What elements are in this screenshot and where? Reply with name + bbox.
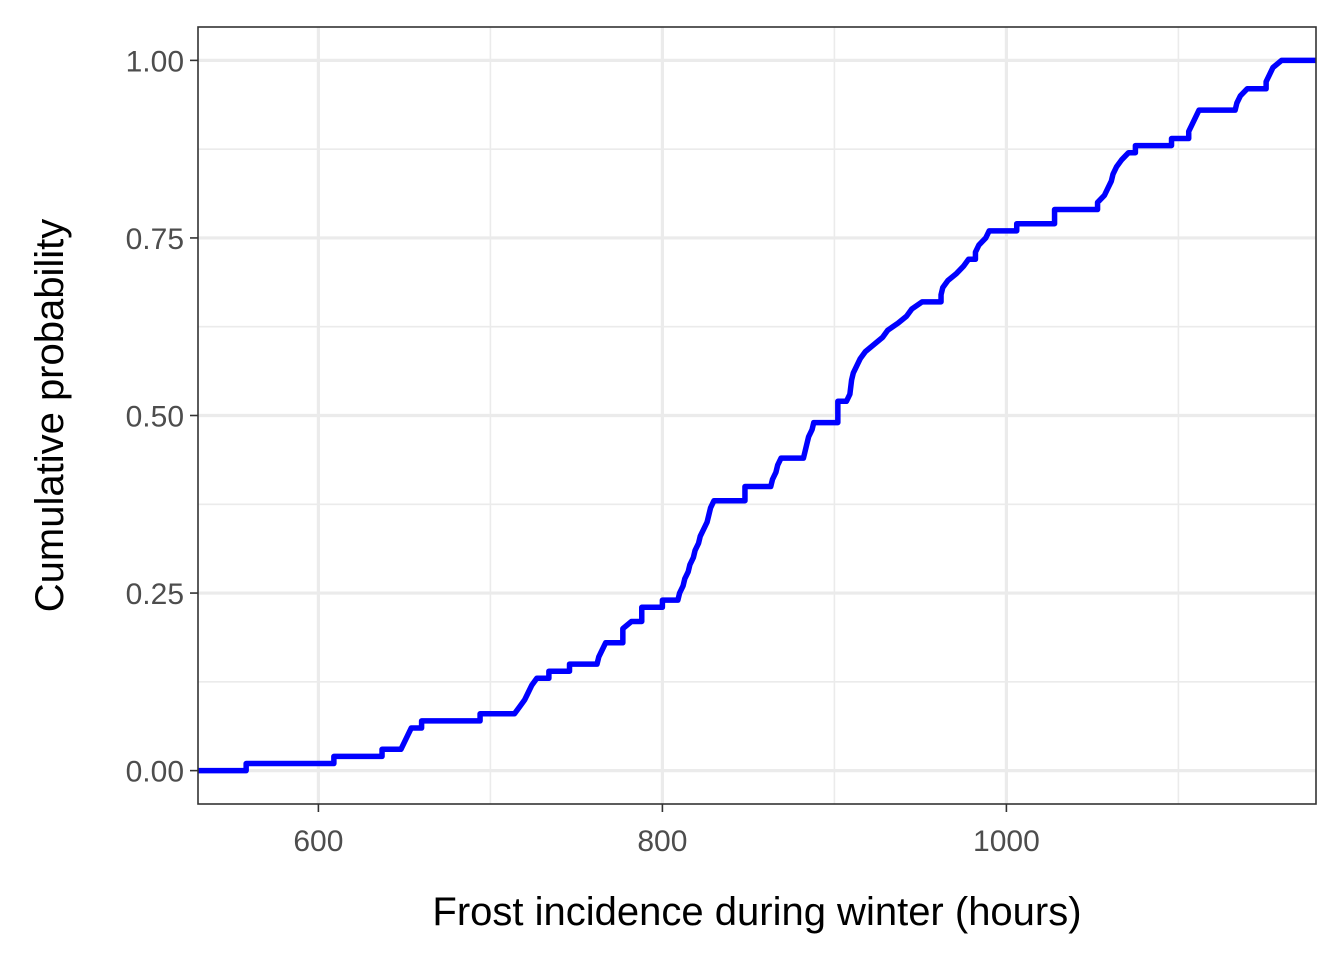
y-tick-label: 0.75	[126, 223, 184, 256]
y-tick-label: 0.00	[126, 756, 184, 789]
x-axis-title: Frost incidence during winter (hours)	[432, 890, 1081, 934]
y-tick-label: 0.50	[126, 401, 184, 434]
y-tick-label: 1.00	[126, 45, 184, 78]
y-axis-title: Cumulative probability	[28, 219, 72, 613]
x-tick-label: 800	[637, 825, 687, 858]
series-layer	[198, 57, 1316, 774]
ticks-layer	[190, 59, 1008, 812]
grid-major	[198, 27, 1316, 804]
ecdf-step-line	[198, 57, 1316, 774]
x-tick-label: 600	[293, 825, 343, 858]
x-tick-label: 1000	[973, 825, 1040, 858]
y-tick-label: 0.25	[126, 578, 184, 611]
labels-layer: 600 800 1000 0.00 0.25 0.50 0.75 1.00	[126, 45, 1040, 858]
